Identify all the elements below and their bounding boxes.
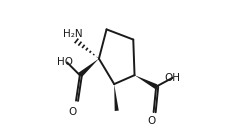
Text: H₂N: H₂N	[63, 30, 83, 40]
Text: HO: HO	[57, 57, 73, 67]
Text: OH: OH	[164, 73, 180, 83]
Polygon shape	[114, 84, 119, 111]
Text: O: O	[147, 116, 155, 126]
Polygon shape	[135, 75, 157, 89]
Text: O: O	[68, 107, 76, 117]
Polygon shape	[78, 59, 99, 77]
